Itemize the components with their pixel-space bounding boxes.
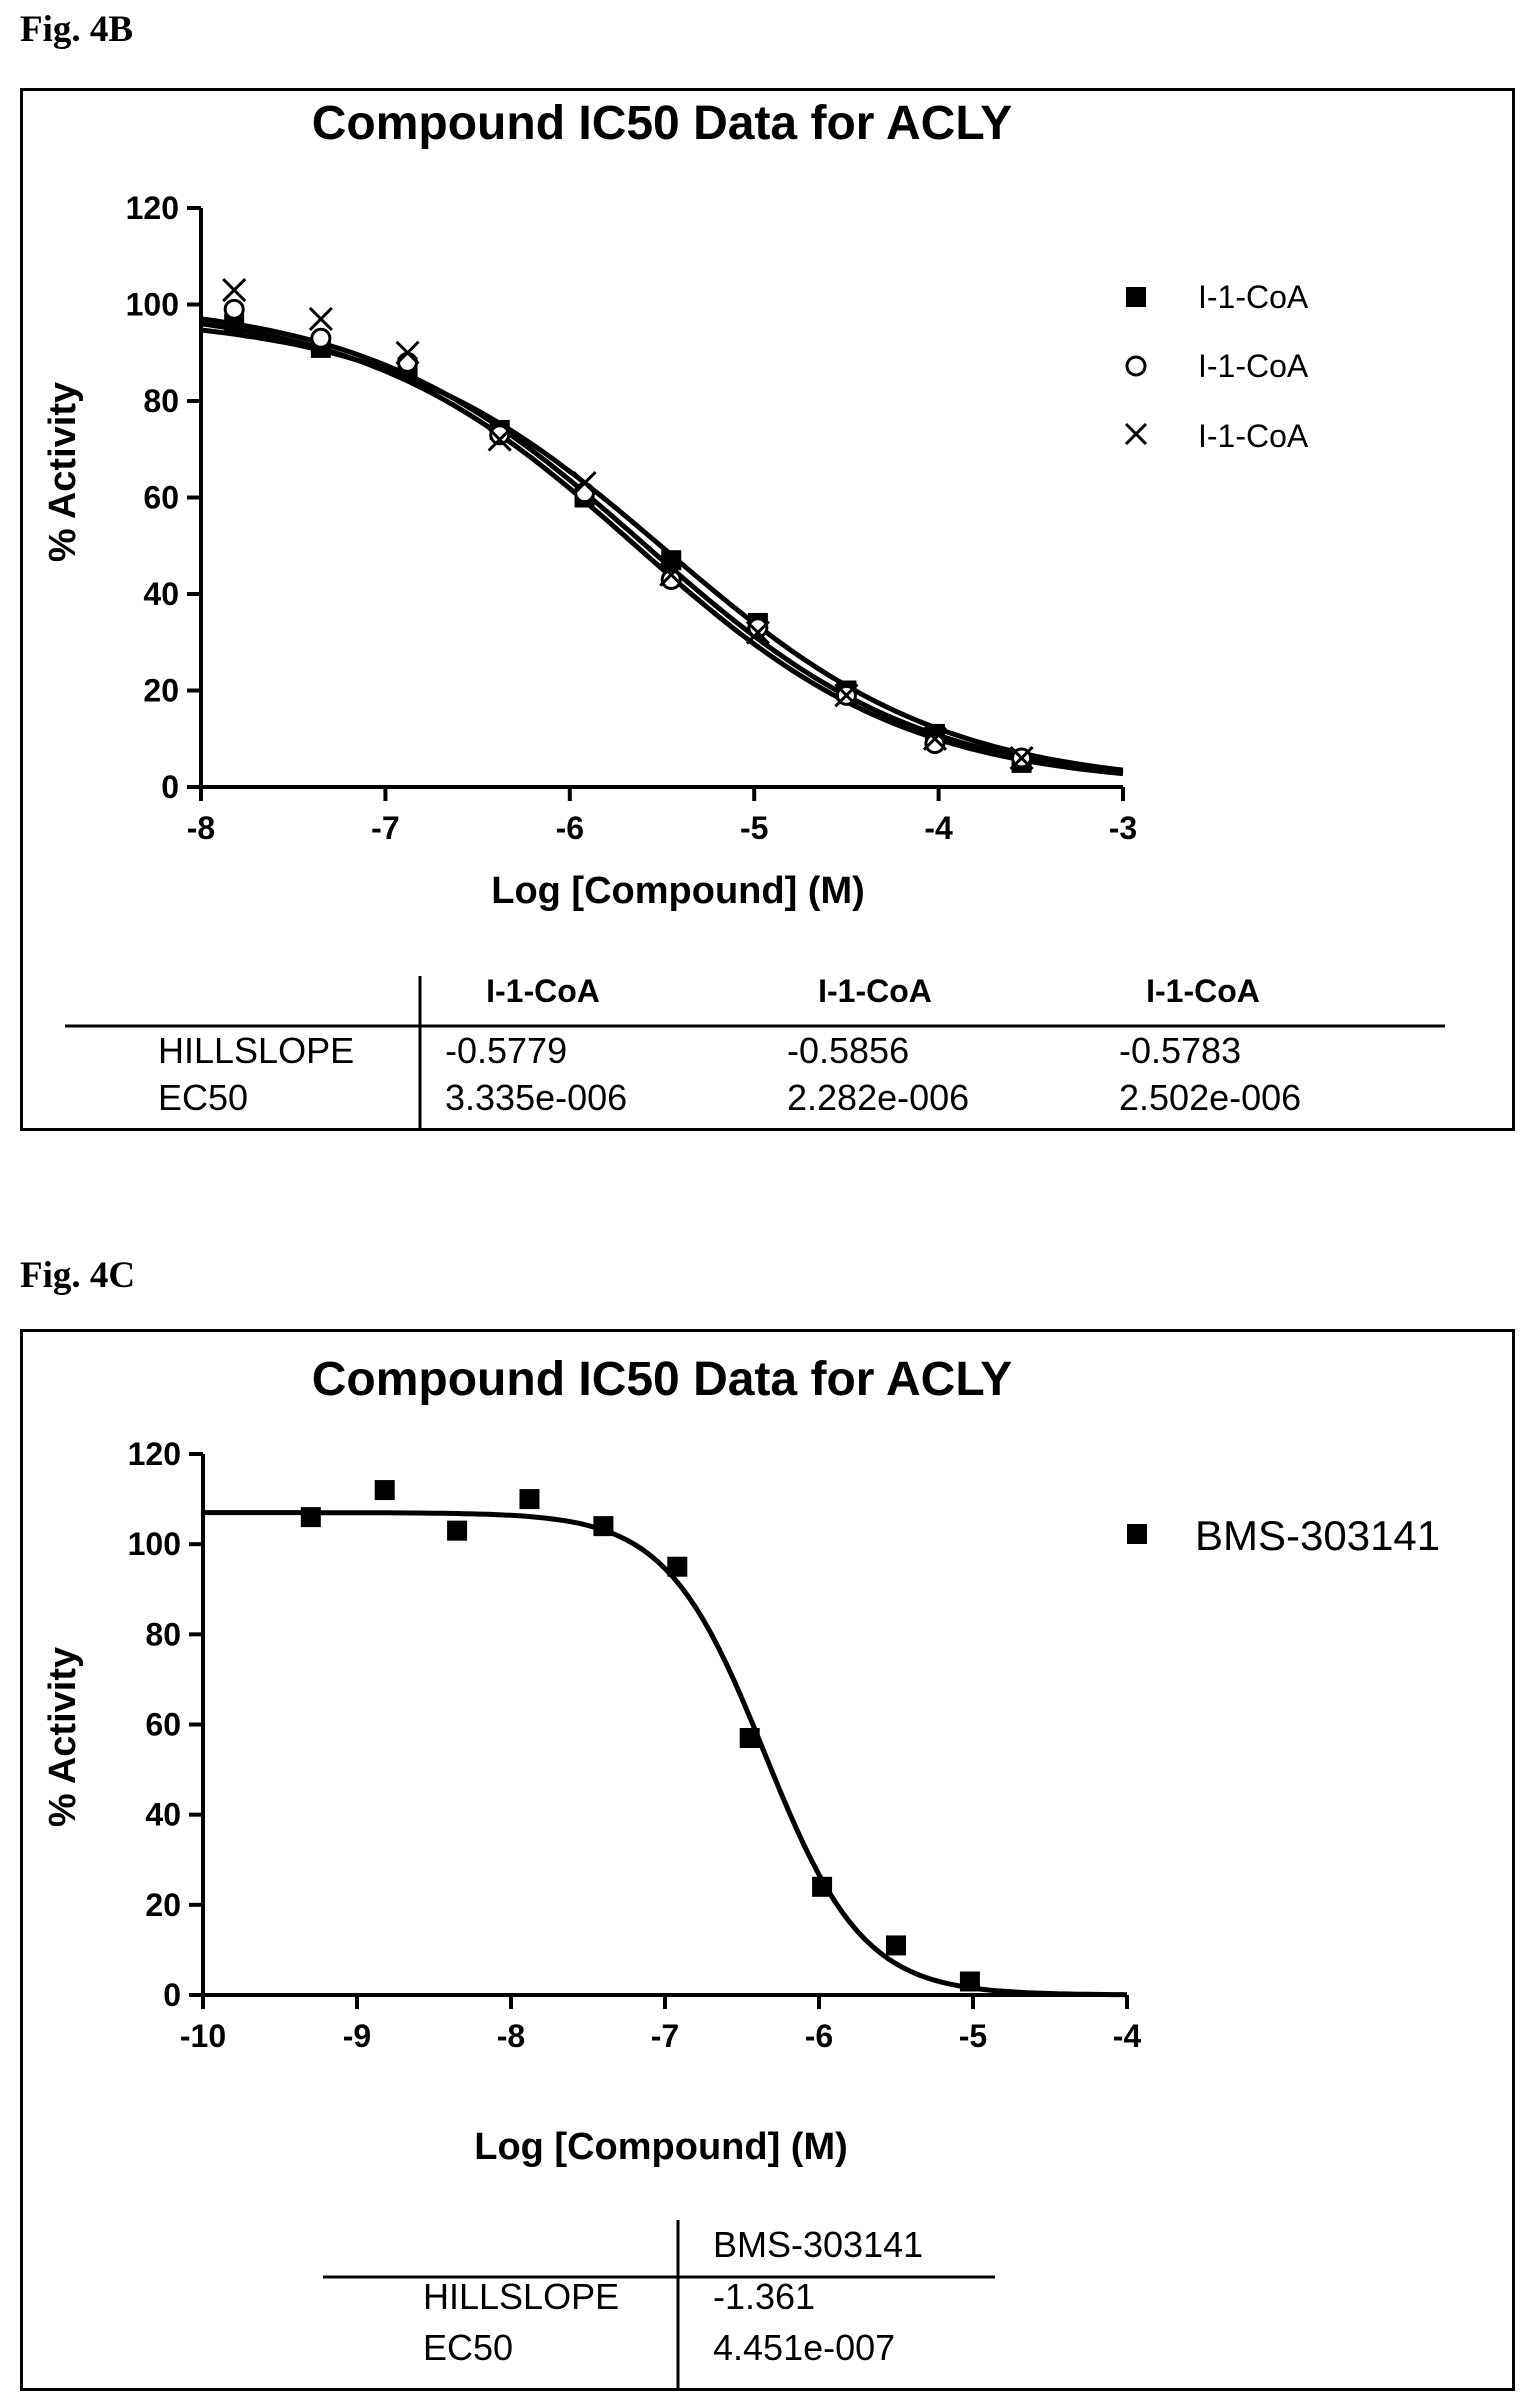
y-tick-label: 120 [128,1436,181,1472]
data-point-square [519,1489,540,1510]
y-tick-label: 0 [161,769,179,805]
x-tick-label: -6 [805,2018,833,2054]
data-point-square [959,1971,980,1992]
fit-curve-series-1 [203,1510,1128,1998]
x-tick-label: -5 [740,810,768,846]
y-tick-label: 120 [126,190,179,226]
x-tick-label: -4 [924,810,953,846]
table-cell: 2.282e-006 [787,1077,969,1118]
y-tick-label: 20 [145,1887,181,1923]
table-col-header-3: I-1-CoA [1146,973,1260,1009]
data-point-circle [924,733,946,755]
x-tick-label: -8 [497,2018,525,2054]
figure-label-4b: Fig. 4B [20,9,134,50]
fit-curve-series-1 [200,327,1124,773]
table-cell: 4.451e-007 [713,2327,895,2368]
table-row-label-ec50: EC50 [158,1077,248,1118]
x-tick-label: -5 [959,2018,987,2054]
data-point-circle [660,569,682,591]
table-cell: 2.502e-006 [1119,1077,1301,1118]
data-point-square [300,1507,321,1528]
x-tick-label: -4 [1113,2018,1142,2054]
x-tick-label: -9 [343,2018,371,2054]
chart-4c: Compound IC50 Data for ACLY -10 -9 -8 -7 -6 -… [42,1353,1440,2388]
x-tick-label: -10 [180,2018,226,2054]
data-point-square [739,1728,760,1749]
y-axis-title: % Activity [42,1647,84,1827]
y-tick-label: 100 [126,287,179,323]
legend-marker-square [1126,287,1146,307]
table-row-label-hillslope: HILLSLOPE [158,1030,354,1071]
data-point-square [447,1520,468,1541]
legend-marker-x [1124,422,1148,446]
data-point-x [659,562,684,587]
data-point-x [834,683,859,708]
y-tick-label: 40 [143,576,179,612]
chart-panel-4c: Compound IC50 Data for ACLY -10 -9 -8 -7 -6 -… [20,1329,1515,2391]
x-tick-label: -6 [556,810,584,846]
x-tick-label: -7 [371,810,399,846]
chart-4b: Compound IC50 Data for ACLY -8 -7 -6 -5 -4 -3… [42,97,1445,1128]
data-point-circle [747,617,769,639]
data-point-square [667,1556,688,1577]
data-point-square [593,1516,614,1537]
y-tick-label: 80 [145,1616,181,1652]
legend-label-2: I-1-CoA [1198,348,1309,384]
data-point-x [1009,745,1034,771]
data-point-circle [223,298,245,320]
x-axis-title: Log [Compound] (M) [474,2126,848,2168]
data-point-x [395,340,420,365]
legend-label-1: BMS-303141 [1195,1512,1440,1559]
data-point-square [224,313,245,334]
y-tick-label: 80 [143,383,179,419]
table-col-header-2: I-1-CoA [818,973,932,1009]
x-tick-label: -3 [1109,810,1137,846]
table-cell: -0.5779 [445,1030,567,1071]
y-tick-label: 60 [145,1707,181,1743]
data-point-circle [310,327,332,349]
table-cell: -0.5856 [787,1030,909,1071]
y-tick-label: 0 [163,1977,181,2013]
chart-title: Compound IC50 Data for ACLY [312,97,1013,150]
y-tick-label: 100 [128,1526,181,1562]
x-axis-title: Log [Compound] (M) [491,870,865,912]
data-point-circle [397,351,419,373]
chart-title: Compound IC50 Data for ACLY [312,1353,1013,1406]
table-cell: 3.335e-006 [445,1077,627,1118]
data-point-x [922,726,947,751]
data-point-circle [574,482,596,504]
x-tick-label: -8 [187,810,215,846]
y-tick-label: 60 [143,480,179,516]
data-point-circle [489,424,511,446]
table-row-label-ec50: EC50 [423,2327,513,2368]
data-point-x [745,620,770,645]
table-cell: -0.5783 [1119,1030,1241,1071]
chart-panel-4b: Compound IC50 Data for ACLY -8 -7 -6 -5 -4 -3… [20,88,1515,1131]
data-point-x [572,470,597,496]
data-point-x [222,277,247,303]
figure-label-4c: Fig. 4C [20,1255,136,1296]
legend-label-3: I-1-CoA [1198,418,1309,454]
data-point-square [812,1876,833,1897]
data-point-x [308,306,333,332]
data-point-square [374,1480,395,1501]
table-col-header-1: BMS-303141 [713,2224,923,2265]
data-point-square [886,1935,906,1956]
legend-marker-square [1127,1524,1147,1544]
legend-marker-circle [1125,355,1147,377]
y-tick-label: 40 [145,1797,181,1833]
table-row-label-hillslope: HILLSLOPE [423,2276,619,2317]
x-tick-label: -7 [651,2018,679,2054]
legend-label-1: I-1-CoA [1198,279,1309,315]
table-col-header-1: I-1-CoA [486,973,600,1009]
table-cell: -1.361 [713,2276,815,2317]
y-tick-label: 20 [143,673,179,709]
y-axis-title: % Activity [42,382,84,562]
data-point-x [487,427,512,452]
data-point-square [661,550,682,571]
